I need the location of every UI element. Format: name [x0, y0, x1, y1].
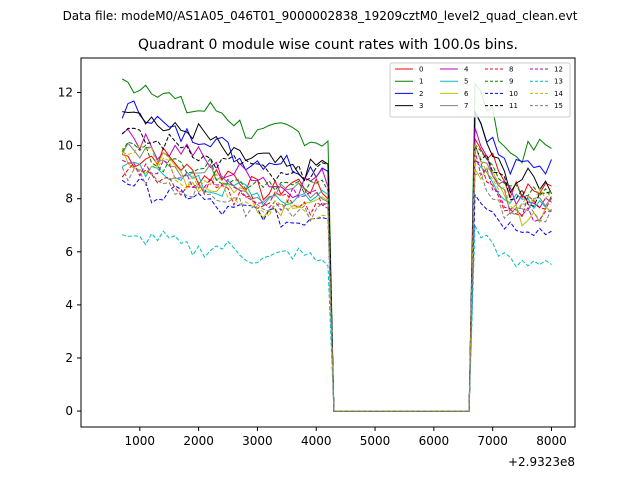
- x-tick-label: 8000: [536, 434, 567, 448]
- legend-label-5: 5: [464, 78, 468, 86]
- legend-label-10: 10: [509, 90, 518, 98]
- series-line-3: [122, 110, 552, 412]
- x-tick-label: 4000: [301, 434, 332, 448]
- x-tick-label: 1000: [125, 434, 156, 448]
- series-line-7: [121, 142, 552, 412]
- y-tick-label: 6: [65, 245, 73, 259]
- axes-frame: [80, 57, 576, 428]
- x-tick-label: 2000: [183, 434, 214, 448]
- x-tick-label: 3000: [242, 434, 273, 448]
- series-line-11: [121, 127, 552, 412]
- legend-box: [389, 62, 571, 118]
- chart-title: Quadrant 0 module wise count rates with …: [138, 37, 518, 53]
- y-tick-label: 4: [65, 298, 73, 312]
- y-tick-label: 2: [65, 351, 73, 365]
- legend-label-14: 14: [554, 90, 563, 98]
- legend-label-13: 13: [554, 78, 563, 86]
- legend-label-15: 15: [554, 102, 563, 110]
- plot-area: [121, 78, 552, 412]
- x-tick-label: 5000: [360, 434, 391, 448]
- series-line-4: [121, 127, 552, 412]
- series-line-1: [121, 78, 552, 412]
- y-tick-label: 8: [65, 192, 73, 206]
- y-tick-label: 12: [58, 86, 73, 100]
- legend-label-4: 4: [464, 66, 469, 74]
- legend-label-3: 3: [419, 102, 423, 110]
- legend-label-2: 2: [419, 90, 423, 98]
- legend-label-8: 8: [509, 66, 513, 74]
- x-tick-label: 7000: [477, 434, 508, 448]
- legend-label-11: 11: [509, 102, 518, 110]
- legend-label-12: 12: [554, 66, 563, 74]
- legend-label-1: 1: [419, 78, 423, 86]
- legend-label-0: 0: [419, 66, 423, 74]
- series-line-15: [121, 166, 552, 412]
- x-offset-label: +2.9323e8: [508, 455, 575, 469]
- legend-label-9: 9: [509, 78, 513, 86]
- series-line-0: [122, 136, 552, 412]
- series-line-8: [121, 160, 552, 412]
- series-line-13: [122, 225, 552, 412]
- figure-supertitle: Data file: modeM0/AS1A05_046T01_90000028…: [63, 9, 578, 23]
- axes: 1000 2000 3000 4000 5000 6000 7000 800002468101…: [58, 57, 576, 448]
- y-tick-label: 10: [58, 139, 73, 153]
- legend-label-7: 7: [464, 102, 468, 110]
- x-tick-label: 6000: [419, 434, 450, 448]
- legend-label-6: 6: [464, 90, 469, 98]
- y-tick-label: 0: [65, 404, 73, 418]
